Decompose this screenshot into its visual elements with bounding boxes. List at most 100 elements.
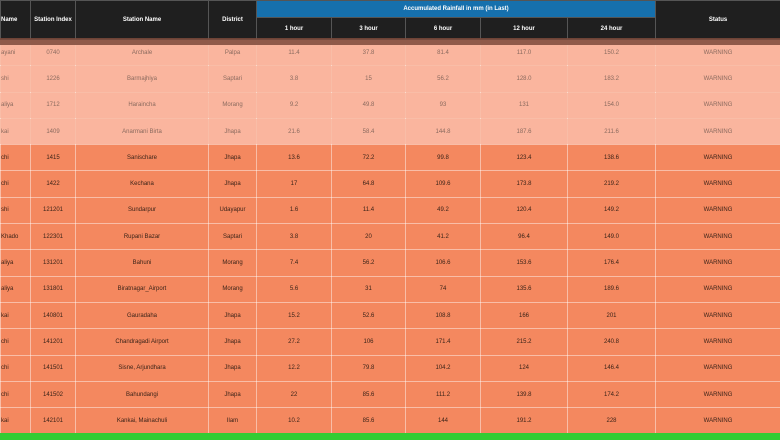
table-cell: 122301 [30,223,76,251]
table-row: chi 1422 Kechana Jhapa 17 64.8 109.6 173.8 219.2… [0,170,780,198]
table-cell: 85.6 [331,407,406,435]
table-row: aliya 131801 Biratnagar_Airport Morang 5.6 31… [0,275,780,303]
table-row: Khado 122301 Rupani Bazar Saptari 3.8 20 41.2 9… [0,223,780,251]
table-cell: 128.0 [480,65,568,93]
table-cell: Kechana [75,170,209,198]
table-cell: 11.4 [331,196,406,225]
column-header: 1 hour [256,17,332,40]
table-cell: aliya [0,249,31,277]
table-cell: 93 [405,91,481,119]
table-cell: WARNING [655,301,780,330]
table-cell: 85.6 [331,380,406,409]
table-cell: 240.8 [566,328,657,356]
table-cell: 141502 [30,380,76,409]
table-row: chi 141501 Sisne, Arjundhara Jhapa 12.2 79.8 1… [0,354,780,382]
table-cell: 149.0 [566,223,657,251]
table-cell: shi [0,65,31,93]
table-cell: kai [0,301,31,330]
table-cell: Chandragadi Airport [75,328,209,356]
table-cell: 74 [405,275,481,303]
table-cell: 141201 [30,328,76,356]
table-cell: 120.4 [480,196,568,225]
table-cell: WARNING [655,65,780,93]
table-cell: Jhapa [208,301,257,330]
table-cell: 99.8 [405,144,481,172]
table-cell: 41.2 [405,223,481,251]
table-cell: 106.6 [405,249,481,277]
column-header: Station Name [75,0,209,40]
table-cell: 141501 [30,354,76,382]
table-cell: Saptari [208,65,257,93]
table-cell: Rupani Bazar [75,223,209,251]
table-cell: 123.4 [480,144,568,172]
table-cell: 139.8 [480,380,568,409]
table-cell: 9.2 [256,91,332,119]
table-cell: Kankai, Mainachuli [75,407,209,435]
table-cell: 56.2 [331,249,406,277]
table-cell: 52.6 [331,301,406,330]
table-cell: 79.8 [331,354,406,382]
table-cell: Jhapa [208,170,257,198]
table-cell: 109.6 [405,170,481,198]
table-cell: 3.8 [256,65,332,93]
table-cell: Khado [0,223,31,251]
table-cell: 131201 [30,249,76,277]
table-cell: 7.4 [256,249,332,277]
table-cell: WARNING [655,380,780,409]
table-cell: Saptari [208,223,257,251]
table-cell: WARNING [655,91,780,119]
table-cell: 140801 [30,301,76,330]
table-row: shi 121201 Sundarpur Udayapur 1.6 11.4 49.2 120… [0,196,780,225]
table-cell: 17 [256,170,332,198]
table-cell: 1226 [30,65,76,93]
table-cell: Jhapa [208,354,257,382]
table-cell: 5.6 [256,275,332,303]
table-cell: 104.2 [405,354,481,382]
table-cell: 108.8 [405,301,481,330]
table-cell: kai [0,407,31,435]
table-row: kai 140801 Gauradaha Jhapa 15.2 52.6 108.8 166 2… [0,301,780,330]
table-cell: Anarmani Birta [75,117,209,146]
table-body: ayani 0740 Archale Palpa 11.4 37.8 81.4 117.0 15… [0,38,780,435]
table-cell: WARNING [655,117,780,146]
table-cell: 138.6 [566,144,657,172]
table-cell: 135.6 [480,275,568,303]
table-cell: kai [0,117,31,146]
table-row: shi 1226 Barmajhiya Saptari 3.8 15 56.2 128.0 18… [0,65,780,93]
group-header: Accumulated Rainfall in mm (in Last) [255,0,657,18]
table-cell: Sundarpur [75,196,209,225]
table-cell: 174.2 [566,380,657,409]
table-cell: 72.2 [331,144,406,172]
table-row: chi 141201 Chandragadi Airport Jhapa 27.2 106… [0,328,780,356]
table-cell: 1712 [30,91,76,119]
table-cell: 153.6 [480,249,568,277]
table-cell: 144.8 [405,117,481,146]
column-header[interactable]: Status [655,0,780,40]
table-cell: aliya [0,275,31,303]
table-cell: WARNING [655,249,780,277]
column-header: District [208,0,257,40]
table-cell: 64.8 [331,170,406,198]
table-cell: 31 [331,275,406,303]
table-cell: Jhapa [208,328,257,356]
table-cell: WARNING [655,144,780,172]
table-cell: Udayapur [208,196,257,225]
table-cell: WARNING [655,196,780,225]
table-cell: 22 [256,380,332,409]
table-cell: chi [0,170,31,198]
table-cell: WARNING [655,170,780,198]
table-row: chi 141502 Bahundangi Jhapa 22 85.6 111.2 139.8… [0,380,780,409]
table-cell: 1409 [30,117,76,146]
table-cell: Morang [208,249,257,277]
table-row: kai 142101 Kankai, Mainachuli Ilam 10.2 85.6 1… [0,407,780,435]
table-cell: Jhapa [208,117,257,146]
table-cell: 20 [331,223,406,251]
table-cell: 201 [566,301,657,330]
table-cell: 56.2 [405,65,481,93]
table-cell: Barmajhiya [75,65,209,93]
table-cell: 219.2 [566,170,657,198]
table-cell: 111.2 [405,380,481,409]
table-cell: 215.2 [480,328,568,356]
table-cell: 1415 [30,144,76,172]
table-cell: 21.6 [256,117,332,146]
